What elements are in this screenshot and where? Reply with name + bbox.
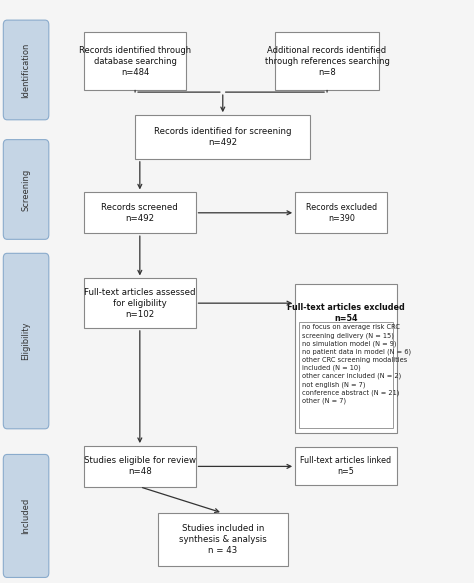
Bar [84, 192, 195, 233]
Text: Records identified through
database searching
n=484: Records identified through database sear… [79, 45, 191, 77]
Bar [157, 513, 288, 566]
Text: Identification: Identification [22, 43, 30, 97]
Text: Included: Included [22, 498, 30, 534]
Bar [275, 32, 379, 90]
Bar [295, 448, 397, 485]
Bar [84, 32, 186, 90]
FancyBboxPatch shape [3, 254, 49, 429]
FancyBboxPatch shape [3, 20, 49, 120]
Text: Eligibility: Eligibility [22, 322, 30, 360]
Text: Screening: Screening [22, 168, 30, 210]
Text: Additional records identified
through references searching
n=8: Additional records identified through re… [264, 45, 390, 77]
Bar [84, 279, 195, 328]
FancyBboxPatch shape [3, 140, 49, 239]
Text: Studies eligible for review
n=48: Studies eligible for review n=48 [84, 456, 196, 476]
Text: Studies included in
synthesis & analysis
n = 43: Studies included in synthesis & analysis… [179, 524, 267, 555]
Text: Records identified for screening
n=492: Records identified for screening n=492 [154, 127, 292, 147]
Text: Full-text articles excluded
n=54: Full-text articles excluded n=54 [287, 303, 405, 323]
Text: no focus on average risk CRC
screening delivery (N = 15)
no simulation model (N : no focus on average risk CRC screening d… [302, 324, 411, 404]
Text: Records screened
n=492: Records screened n=492 [101, 203, 178, 223]
Bar [295, 192, 387, 233]
Bar [135, 115, 310, 159]
Text: Full-text articles assessed
for eligibility
n=102: Full-text articles assessed for eligibil… [84, 287, 196, 319]
Text: Records excluded
n=390: Records excluded n=390 [306, 203, 377, 223]
Bar [295, 285, 397, 433]
Bar [299, 322, 393, 428]
FancyBboxPatch shape [3, 455, 49, 577]
Bar [84, 446, 195, 487]
Text: Full-text articles linked
n=5: Full-text articles linked n=5 [301, 456, 392, 476]
